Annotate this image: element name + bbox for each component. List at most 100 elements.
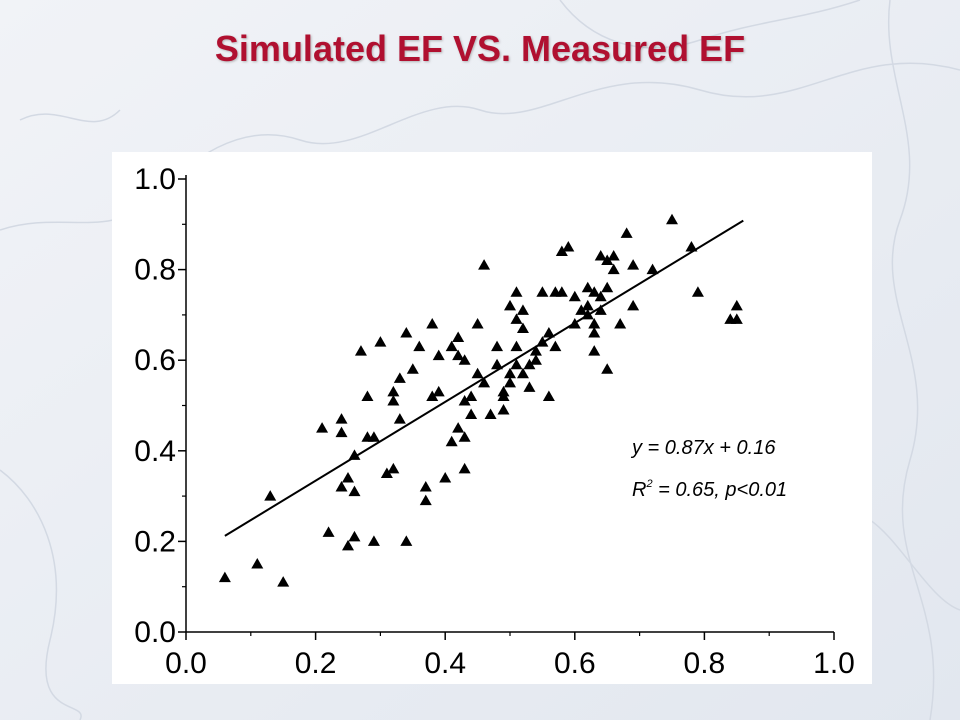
- data-point: [458, 462, 471, 474]
- data-point: [575, 304, 588, 315]
- data-point: [594, 290, 607, 302]
- data-point: [432, 349, 445, 361]
- data-point: [432, 385, 445, 397]
- y-tick-label: 0.0: [134, 616, 176, 649]
- data-point: [322, 526, 335, 537]
- data-point: [277, 576, 290, 587]
- data-point: [516, 367, 529, 379]
- data-point: [218, 571, 231, 583]
- data-point: [562, 240, 575, 252]
- data-point: [484, 408, 497, 420]
- data-point: [445, 435, 458, 447]
- data-point: [342, 539, 354, 551]
- data-point: [458, 431, 471, 442]
- data-point: [478, 376, 491, 388]
- data-point: [387, 385, 400, 397]
- data-point: [458, 394, 471, 406]
- data-point: [620, 227, 633, 238]
- data-point: [445, 340, 458, 352]
- data-point: [523, 358, 536, 370]
- data-point: [529, 345, 542, 356]
- data-point: [471, 317, 484, 329]
- data-point: [691, 286, 704, 297]
- data-point: [588, 317, 601, 329]
- data-point: [588, 345, 601, 356]
- y-tick-label: 1.0: [134, 163, 176, 196]
- data-point: [348, 449, 361, 460]
- data-point: [614, 317, 627, 329]
- data-point: [568, 290, 581, 302]
- data-point: [510, 358, 523, 370]
- slide-title: Simulated EF VS. Measured EF: [214, 28, 746, 69]
- data-point: [316, 422, 329, 433]
- data-point: [458, 354, 471, 365]
- data-point: [393, 372, 406, 383]
- data-point: [504, 367, 516, 379]
- data-point: [594, 250, 607, 261]
- data-point: [335, 481, 348, 492]
- x-tick-label: 0.2: [295, 647, 337, 680]
- data-point: [413, 340, 426, 352]
- data-point: [335, 426, 348, 438]
- data-point: [478, 259, 491, 270]
- data-point: [400, 535, 413, 546]
- data-point: [419, 481, 432, 492]
- data-point: [387, 394, 400, 406]
- y-tick-label: 0.4: [134, 435, 176, 468]
- data-point: [380, 467, 393, 478]
- data-point: [406, 363, 419, 374]
- y-tick-label: 0.6: [134, 344, 176, 377]
- data-point: [465, 408, 478, 420]
- data-point: [607, 250, 620, 261]
- data-point: [439, 471, 452, 483]
- data-point: [452, 422, 465, 433]
- data-point: [497, 404, 510, 415]
- chart-panel: 0.0 0.2 0.4 0.6 0.8 1.0 0.0 0.2 0.4 0.6 0.8 1.0 y = …: [112, 152, 872, 684]
- data-point: [536, 286, 549, 297]
- data-point: [393, 413, 406, 424]
- regression-equation: y = 0.87x + 0.16: [630, 437, 776, 459]
- data-point: [471, 367, 484, 379]
- data-point: [419, 494, 432, 506]
- data-point: [452, 331, 465, 343]
- data-point: [730, 299, 743, 311]
- x-tick-label: 0.4: [424, 647, 466, 680]
- data-point: [685, 240, 698, 252]
- data-point: [568, 317, 581, 329]
- data-point: [516, 304, 529, 315]
- data-point: [594, 304, 607, 315]
- data-point: [523, 381, 536, 392]
- data-point: [504, 376, 516, 388]
- data-point: [374, 336, 387, 347]
- data-point: [601, 363, 614, 374]
- data-point: [491, 340, 504, 352]
- y-tick-label: 0.2: [134, 525, 176, 558]
- data-point: [251, 558, 264, 569]
- data-point: [361, 390, 374, 401]
- data-point: [542, 327, 555, 338]
- data-point: [555, 245, 568, 256]
- data-point: [730, 313, 743, 324]
- data-point: [497, 390, 510, 401]
- data-point: [666, 213, 678, 225]
- data-point: [504, 299, 516, 311]
- data-point: [465, 390, 478, 401]
- x-tick-label: 0.0: [165, 647, 207, 680]
- scatter-chart: 0.0 0.2 0.4 0.6 0.8 1.0 0.0 0.2 0.4 0.6 0.8 1.0 y = …: [134, 163, 855, 680]
- data-point: [367, 431, 380, 442]
- data-point: [335, 413, 348, 424]
- data-point: [510, 340, 523, 352]
- data-point: [627, 259, 640, 270]
- data-point: [348, 485, 361, 497]
- data-point: [601, 281, 614, 293]
- data-point: [529, 354, 542, 365]
- x-tick-label: 1.0: [813, 647, 855, 680]
- data-point: [646, 263, 659, 275]
- data-point: [452, 349, 465, 361]
- data-point: [627, 299, 640, 311]
- data-point: [581, 299, 594, 311]
- data-point: [536, 336, 549, 347]
- y-tick-label: 0.8: [134, 254, 176, 287]
- data-point: [581, 281, 594, 293]
- data-point: [367, 535, 380, 546]
